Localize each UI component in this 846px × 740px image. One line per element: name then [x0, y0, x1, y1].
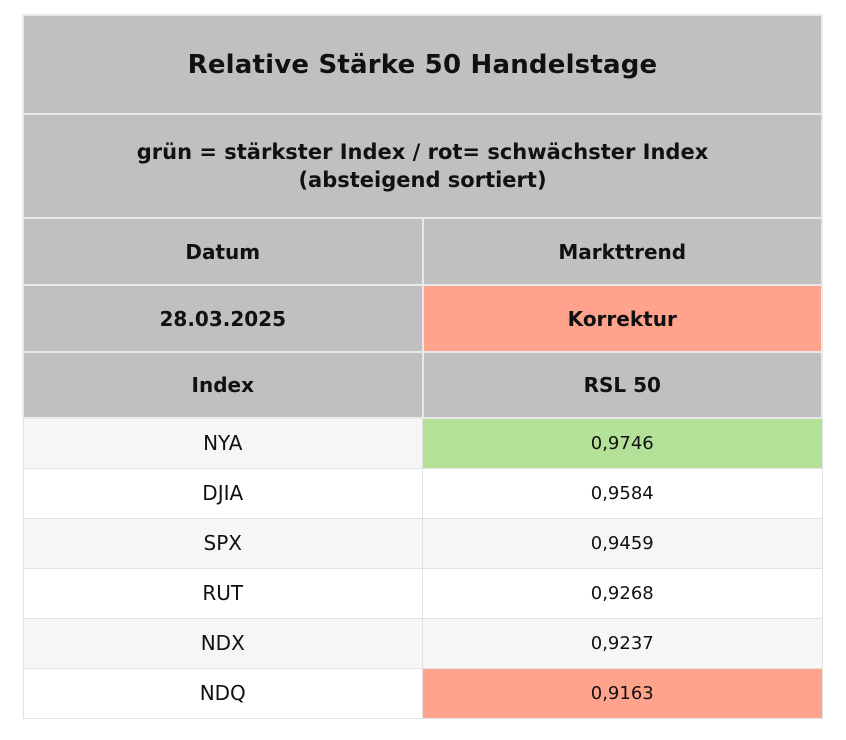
table-row-djia: DJIA 0,9584	[22, 467, 823, 519]
table-row-spx: SPX 0,9459	[22, 517, 823, 569]
rsl-value-cell: 0,9163	[422, 667, 823, 719]
table-title: Relative Stärke 50 Handelstage	[22, 14, 823, 115]
markttrend-header-cell: Markttrend	[421, 217, 823, 286]
subtitle-line-2: (absteigend sortiert)	[298, 168, 547, 192]
column-header-row: Index RSL 50	[22, 351, 823, 419]
index-cell: DJIA	[22, 467, 423, 519]
subtitle-row: grün = stärkster Index / rot= schwächste…	[22, 113, 823, 219]
date-value-cell: 28.03.2025	[22, 284, 424, 353]
datum-header-cell: Datum	[22, 217, 424, 286]
index-cell: NYA	[22, 417, 423, 469]
rsl-strength-table: Relative Stärke 50 Handelstage grün = st…	[22, 14, 823, 719]
index-cell: RUT	[22, 567, 423, 619]
rsl-value-cell: 0,9237	[422, 617, 823, 669]
table-subtitle: grün = stärkster Index / rot= schwächste…	[22, 113, 823, 219]
table-row-nya: NYA 0,9746	[22, 417, 823, 469]
rsl-value-cell: 0,9268	[422, 567, 823, 619]
table-row-ndq: NDQ 0,9163	[22, 667, 823, 719]
rsl-value-cell: 0,9584	[422, 467, 823, 519]
index-cell: NDX	[22, 617, 423, 669]
index-column-header: Index	[22, 351, 424, 419]
index-cell: SPX	[22, 517, 423, 569]
rsl50-column-header: RSL 50	[421, 351, 823, 419]
subtitle-line-1: grün = stärkster Index / rot= schwächste…	[136, 139, 709, 164]
markttrend-value-cell: Korrektur	[421, 284, 823, 353]
meta-header-row: Datum Markttrend	[22, 217, 823, 286]
rsl-value-cell: 0,9746	[422, 417, 823, 469]
rsl-value-cell: 0,9459	[422, 517, 823, 569]
title-row: Relative Stärke 50 Handelstage	[22, 14, 823, 115]
table-row-rut: RUT 0,9268	[22, 567, 823, 619]
index-cell: NDQ	[22, 667, 423, 719]
meta-value-row: 28.03.2025 Korrektur	[22, 284, 823, 353]
table-row-ndx: NDX 0,9237	[22, 617, 823, 669]
